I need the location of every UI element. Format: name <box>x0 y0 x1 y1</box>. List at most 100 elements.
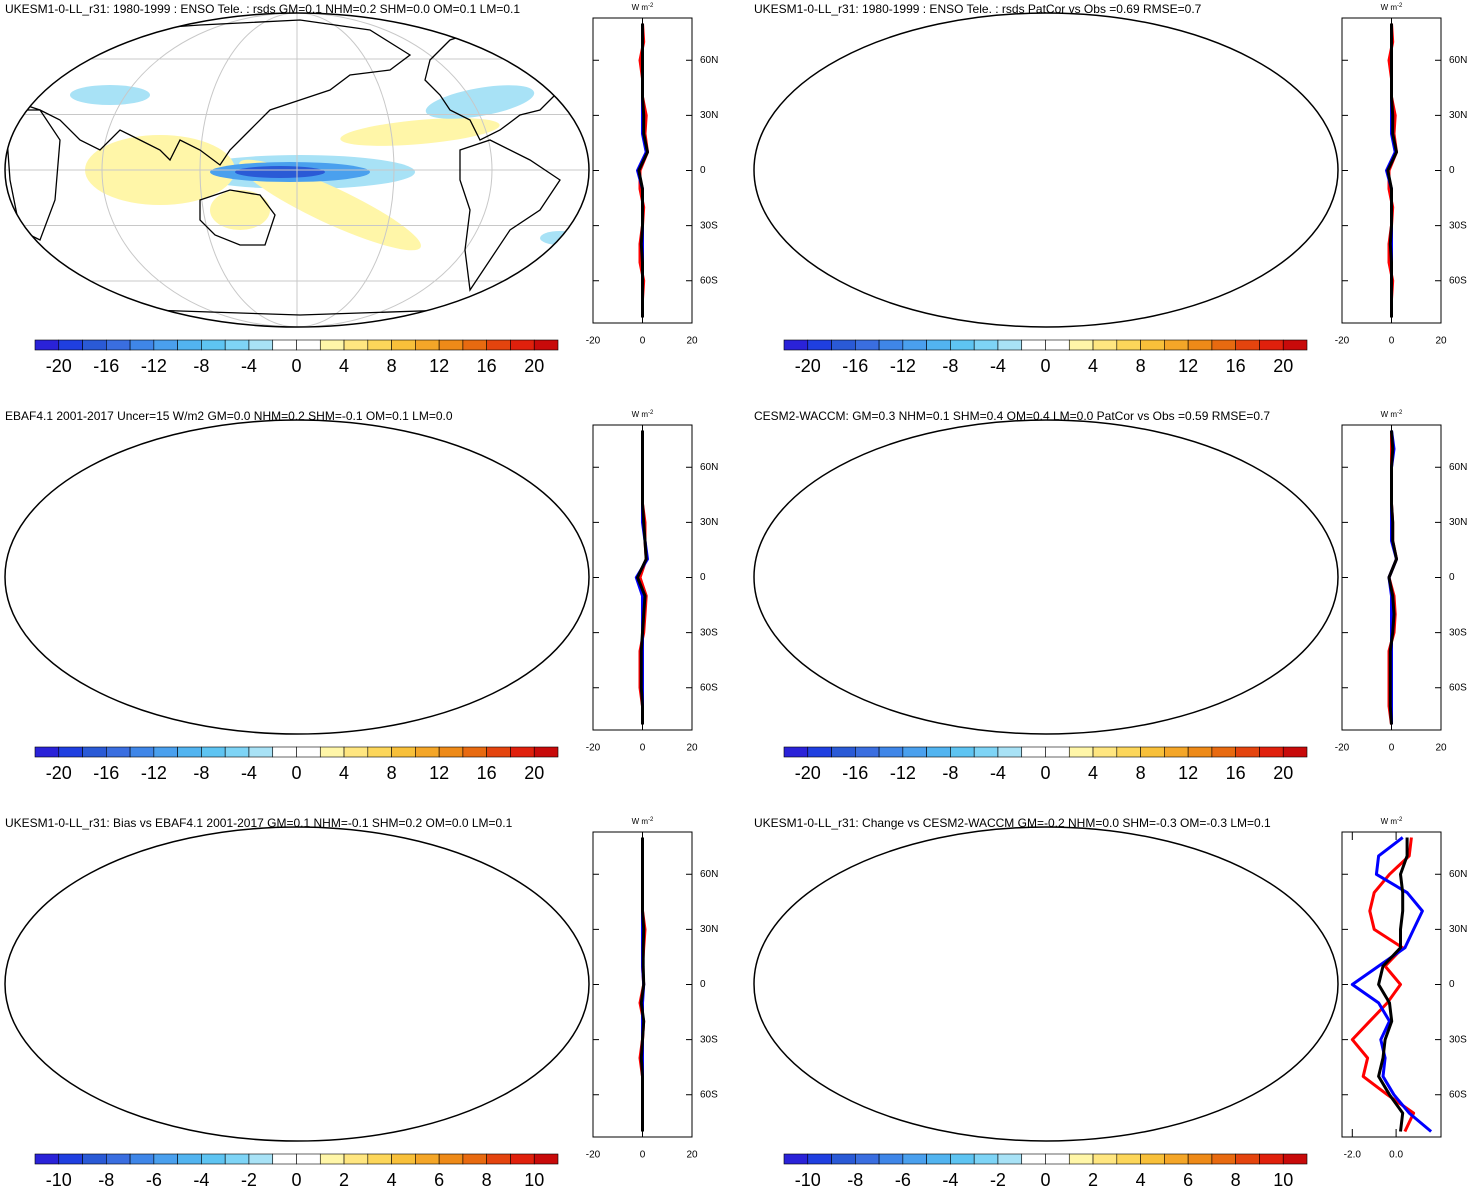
colorbar-box <box>343 746 369 758</box>
colorbar-label: -10 <box>795 1170 821 1187</box>
colorbar-box <box>878 1153 904 1165</box>
colorbar-box <box>997 1153 1023 1165</box>
units-exponent: -2 <box>648 3 654 9</box>
units-label: W m-2 <box>1381 410 1403 420</box>
colorbar-box <box>1164 339 1189 351</box>
colorbar-label: 4 <box>1088 356 1098 376</box>
colorbar-box <box>1211 746 1236 758</box>
profile-line <box>639 837 646 1132</box>
colorbar-box <box>807 1153 832 1165</box>
anomaly-patch <box>909 964 989 1024</box>
colorbar-box <box>1235 1153 1260 1165</box>
anomaly-patch <box>1119 532 1319 622</box>
colorbar-label: -8 <box>942 356 958 376</box>
anomaly-patch <box>235 166 325 178</box>
anomaly-patch <box>323 557 497 657</box>
colorbar-box <box>783 339 809 351</box>
anomaly-patch <box>215 568 385 590</box>
colorbar-label: -20 <box>795 356 821 376</box>
colorbar-box <box>1068 1153 1094 1165</box>
anomaly-patch <box>1172 79 1285 126</box>
colorbar-box <box>106 746 131 758</box>
coastline <box>10 834 410 979</box>
colorbar-box <box>82 746 107 758</box>
map-background <box>754 420 1338 734</box>
anomaly-patch <box>70 85 150 105</box>
colorbar-label: -2 <box>241 1170 257 1187</box>
coastline <box>1209 954 1309 1104</box>
colorbar-box <box>248 746 274 758</box>
colorbar-label: 8 <box>1231 1170 1241 1187</box>
graticule <box>199 13 395 327</box>
units: W m <box>1381 3 1398 12</box>
units: W m <box>1381 410 1398 419</box>
graticule <box>101 13 493 327</box>
units-exponent: -2 <box>648 817 654 823</box>
anomaly-patch <box>819 85 899 105</box>
coastline <box>754 924 809 1054</box>
coastline <box>460 954 560 1104</box>
y-tick-label: 30S <box>1449 1034 1467 1045</box>
colorbar-box <box>391 1153 416 1165</box>
anomaly-patch <box>984 570 1114 588</box>
anomaly-patch <box>1099 966 1259 982</box>
colorbar-label: 20 <box>1273 763 1293 783</box>
x-tick-label: 0 <box>640 1150 646 1161</box>
colorbar-box <box>1021 339 1046 351</box>
coastline <box>60 1114 540 1129</box>
map <box>0 407 600 747</box>
colorbar-box <box>129 746 155 758</box>
panel-title: UKESM1-0-LL_r31: 1980-1999 : ENSO Tele. … <box>754 2 1202 16</box>
anomaly-patch <box>220 994 340 1034</box>
colorbar-box <box>510 746 535 758</box>
map-outline <box>753 12 1339 328</box>
colorbar-box <box>438 746 464 758</box>
colorbar-box <box>82 339 107 351</box>
colorbar-box <box>1068 746 1094 758</box>
colorbar-box <box>367 339 392 351</box>
colorbar-box <box>201 339 226 351</box>
coastline <box>5 924 60 1054</box>
coastline <box>529 19 581 61</box>
y-tick-label: 30N <box>1449 110 1467 121</box>
x-tick-label: 0 <box>640 743 646 754</box>
y-tick-label: 30N <box>700 924 718 935</box>
units-label: W m-2 <box>632 3 654 13</box>
units-label: W m-2 <box>1381 3 1403 13</box>
units-exponent: -2 <box>648 410 654 416</box>
panel-title: UKESM1-0-LL_r31: Bias vs EBAF4.1 2001-20… <box>5 816 513 830</box>
colorbar-box <box>1282 339 1308 351</box>
profile-line <box>637 23 649 318</box>
anomaly-patch <box>270 941 350 957</box>
colorbar-label: -8 <box>847 1170 863 1187</box>
y-tick-label: 30N <box>1449 517 1467 528</box>
colorbar-label: -12 <box>141 356 167 376</box>
profile-line <box>1350 837 1416 1133</box>
anomaly-patch <box>1009 904 1169 944</box>
anomaly-patch <box>221 556 439 689</box>
x-tick-label: -20 <box>586 743 601 754</box>
colorbar-box <box>973 339 999 351</box>
graticule <box>949 827 1143 1141</box>
colorbar-box <box>807 746 832 758</box>
colorbar-label: 4 <box>339 763 349 783</box>
colorbar-box <box>1116 746 1141 758</box>
profile-line <box>1350 836 1433 1133</box>
colorbar-box <box>1211 339 1236 351</box>
units-exponent: -2 <box>1397 817 1403 823</box>
colorbar-label: 8 <box>482 1170 492 1187</box>
coastline <box>809 707 1289 722</box>
colorbar-box <box>153 1153 178 1165</box>
map <box>0 814 600 1154</box>
colorbar-label: 20 <box>524 763 544 783</box>
coastline <box>1209 547 1309 697</box>
colorbar-box <box>533 339 559 351</box>
colorbar-label: -16 <box>93 763 119 783</box>
colorbar-box <box>248 339 274 351</box>
anomaly-patch <box>40 567 280 667</box>
y-tick-label: 0 <box>700 165 706 176</box>
y-tick-label: 0 <box>700 979 706 990</box>
colorbar-box <box>296 746 321 758</box>
colorbar-label: -10 <box>46 1170 72 1187</box>
colorbar-label: -12 <box>890 763 916 783</box>
